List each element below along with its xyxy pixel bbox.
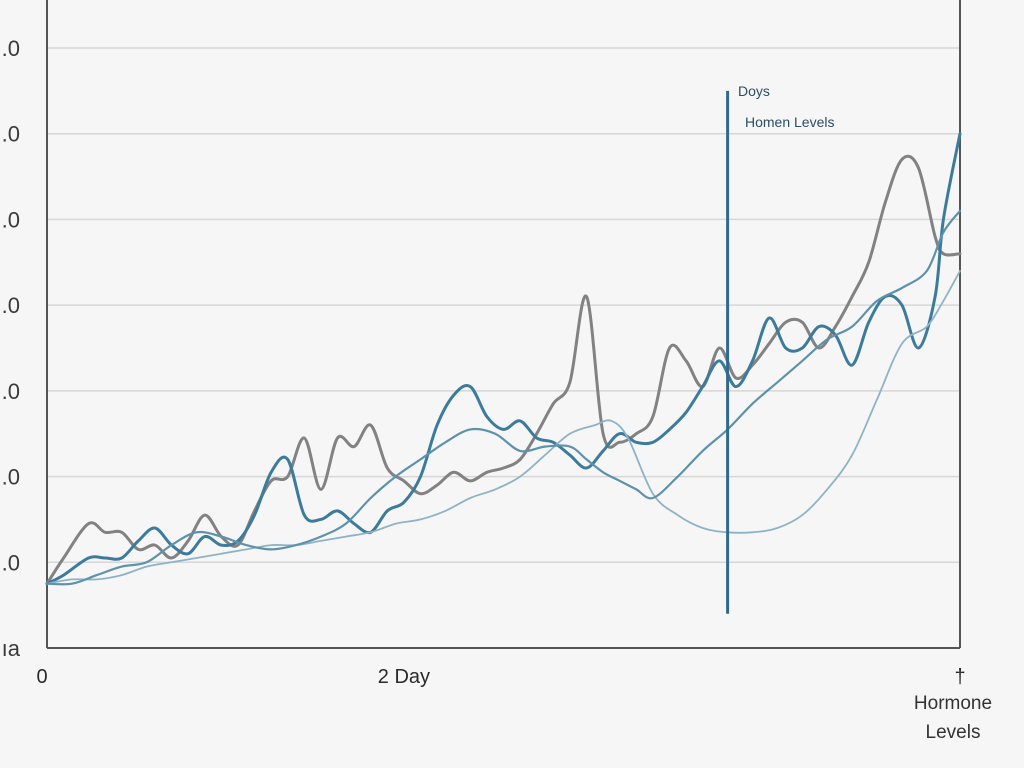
y-tick-labels: ıa ı.0 ı.0 ı.0 ı.0 ı.0 ı.0 ı.0 [0,36,21,661]
series-line-light-blue [46,270,961,585]
y-tick-label: ı.0 [0,379,20,404]
series-line-dark-blue [45,132,962,586]
corner-axis-label: Hormone Levels [914,693,992,743]
grid-lines [47,47,960,564]
y-tick-label: ı.0 [0,122,20,147]
y-tick-label: ı.0 [0,207,20,232]
axes [46,0,961,649]
y-tick-label: ı.0 [0,36,20,61]
y-tick-label: ı.0 [0,465,20,490]
legend-entry-homen-levels: Homen Levels [745,114,835,130]
y-tick-label: ı.0 [0,550,20,575]
x-tick-label: † [954,666,965,688]
series-line-teal [45,209,962,586]
x-tick-label: 2 Day [378,666,430,688]
legend: Doys Homen Levels [738,83,835,130]
corner-label-line-1: Hormone [914,693,992,714]
corner-label-line-2: Levels [926,722,981,743]
y-tick-label: ı.0 [0,293,20,318]
legend-entry-doys: Doys [738,83,770,99]
series-layer [45,132,962,586]
x-tick-label: 0 [36,666,47,688]
x-tick-labels: 0 2 Day † [36,666,965,688]
y-tick-label: ıa [2,636,21,661]
series-line-gray [45,154,962,586]
